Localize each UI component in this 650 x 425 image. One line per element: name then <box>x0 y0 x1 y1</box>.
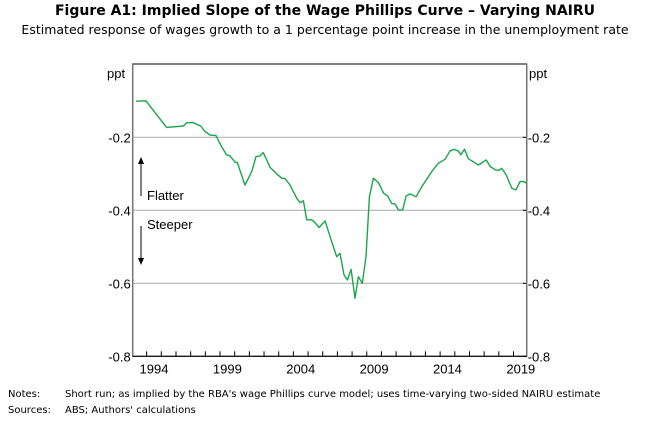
y-axis-label-right: ppt <box>529 66 547 81</box>
series-line-implied-slope <box>135 100 528 299</box>
y-axis-label-left: ppt <box>107 66 125 81</box>
x-tick-label: 2014 <box>433 361 462 376</box>
y-tick-label-left: -0.6 <box>108 276 130 291</box>
sources: Sources: ABS; Authors' calculations <box>8 405 196 416</box>
x-tick-label: 1999 <box>213 361 242 376</box>
y-tick-label-right: -0.4 <box>528 203 550 218</box>
y-tick-label-right: -0.2 <box>528 130 550 145</box>
down-arrowhead-icon <box>138 258 144 265</box>
up-arrowhead-icon <box>138 157 144 164</box>
notes: Notes: Short run; as implied by the RBA's… <box>8 389 600 400</box>
sources-label: Sources: <box>8 405 51 416</box>
notes-label: Notes: <box>8 389 41 400</box>
y-tick-label-left: -0.4 <box>108 203 130 218</box>
direction-arrows: Flatter Steeper <box>138 157 193 265</box>
x-tick-label: 2004 <box>286 361 315 376</box>
annotation-flatter: Flatter <box>147 188 185 203</box>
notes-text: Short run; as implied by the RBA's wage … <box>65 389 601 400</box>
sources-text: ABS; Authors' calculations <box>65 405 196 416</box>
y-tick-label-left: -0.8 <box>108 349 130 364</box>
y-tick-label-right: -0.6 <box>528 276 550 291</box>
y-tick-label-right: -0.8 <box>528 349 550 364</box>
x-tick-label: 1994 <box>140 361 169 376</box>
chart-subtitle: Estimated response of wages growth to a … <box>21 22 629 37</box>
y-tick-label-left: -0.2 <box>108 130 130 145</box>
chart-title: Figure A1: Implied Slope of the Wage Phi… <box>54 3 596 19</box>
x-tick-label: 2019 <box>506 361 535 376</box>
annotation-steeper: Steeper <box>147 217 193 232</box>
x-tick-label: 2009 <box>360 361 389 376</box>
